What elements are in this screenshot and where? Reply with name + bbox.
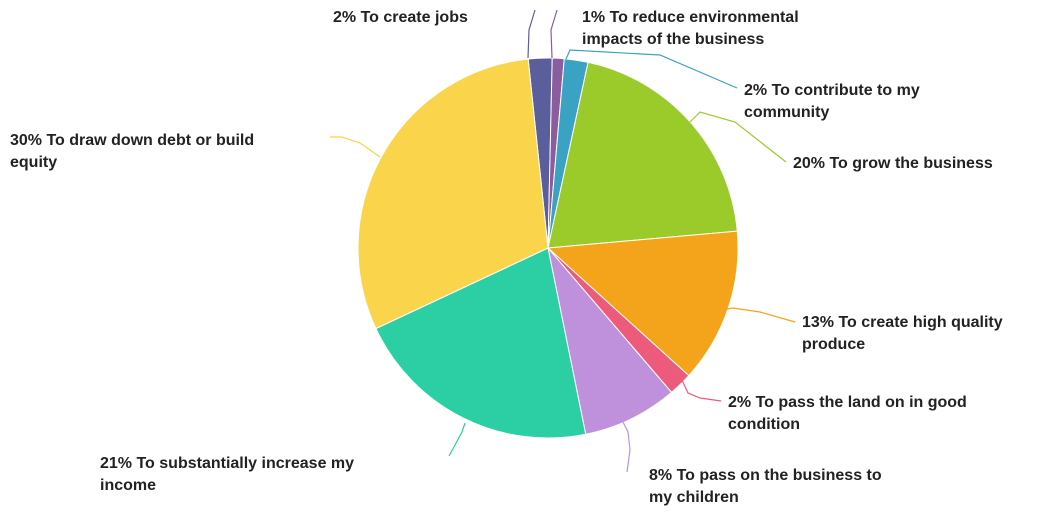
leader-line-5 xyxy=(721,307,796,323)
slice-label-4: 20% To grow the business xyxy=(793,155,993,172)
slices-layer xyxy=(357,57,739,439)
slice-label-6: 2% To pass the land on in good condition xyxy=(728,394,967,433)
slice-label-9: 30% To draw down debt or build equity xyxy=(10,132,254,171)
slice-label-3: 2% To contribute to my community xyxy=(744,82,920,121)
leader-line-7 xyxy=(622,421,631,473)
leaders-layer xyxy=(330,9,796,473)
pie-slice-8 xyxy=(375,247,587,439)
leader-line-2 xyxy=(550,9,558,59)
slice-label-7: 8% To pass on the business to my children xyxy=(649,467,882,506)
slice-label-1: 2% To create jobs xyxy=(333,9,468,26)
slice-label-8: 21% To substantially increase my income xyxy=(100,455,354,494)
leader-line-9 xyxy=(330,136,381,158)
leader-line-8 xyxy=(448,422,466,457)
leader-line-4 xyxy=(689,111,787,163)
labels-layer: 2% To create jobs 1% To reduce environmen… xyxy=(10,9,1003,506)
slice-label-2: 1% To reduce environmental impacts of the… xyxy=(582,9,799,48)
pie-slice-7 xyxy=(547,246,673,435)
leader-line-3 xyxy=(565,49,738,89)
pie-slice-9 xyxy=(357,58,549,330)
leader-line-1 xyxy=(527,9,536,59)
leader-line-6 xyxy=(681,379,722,402)
slice-label-5: 13% To create high quality produce xyxy=(802,314,1003,353)
